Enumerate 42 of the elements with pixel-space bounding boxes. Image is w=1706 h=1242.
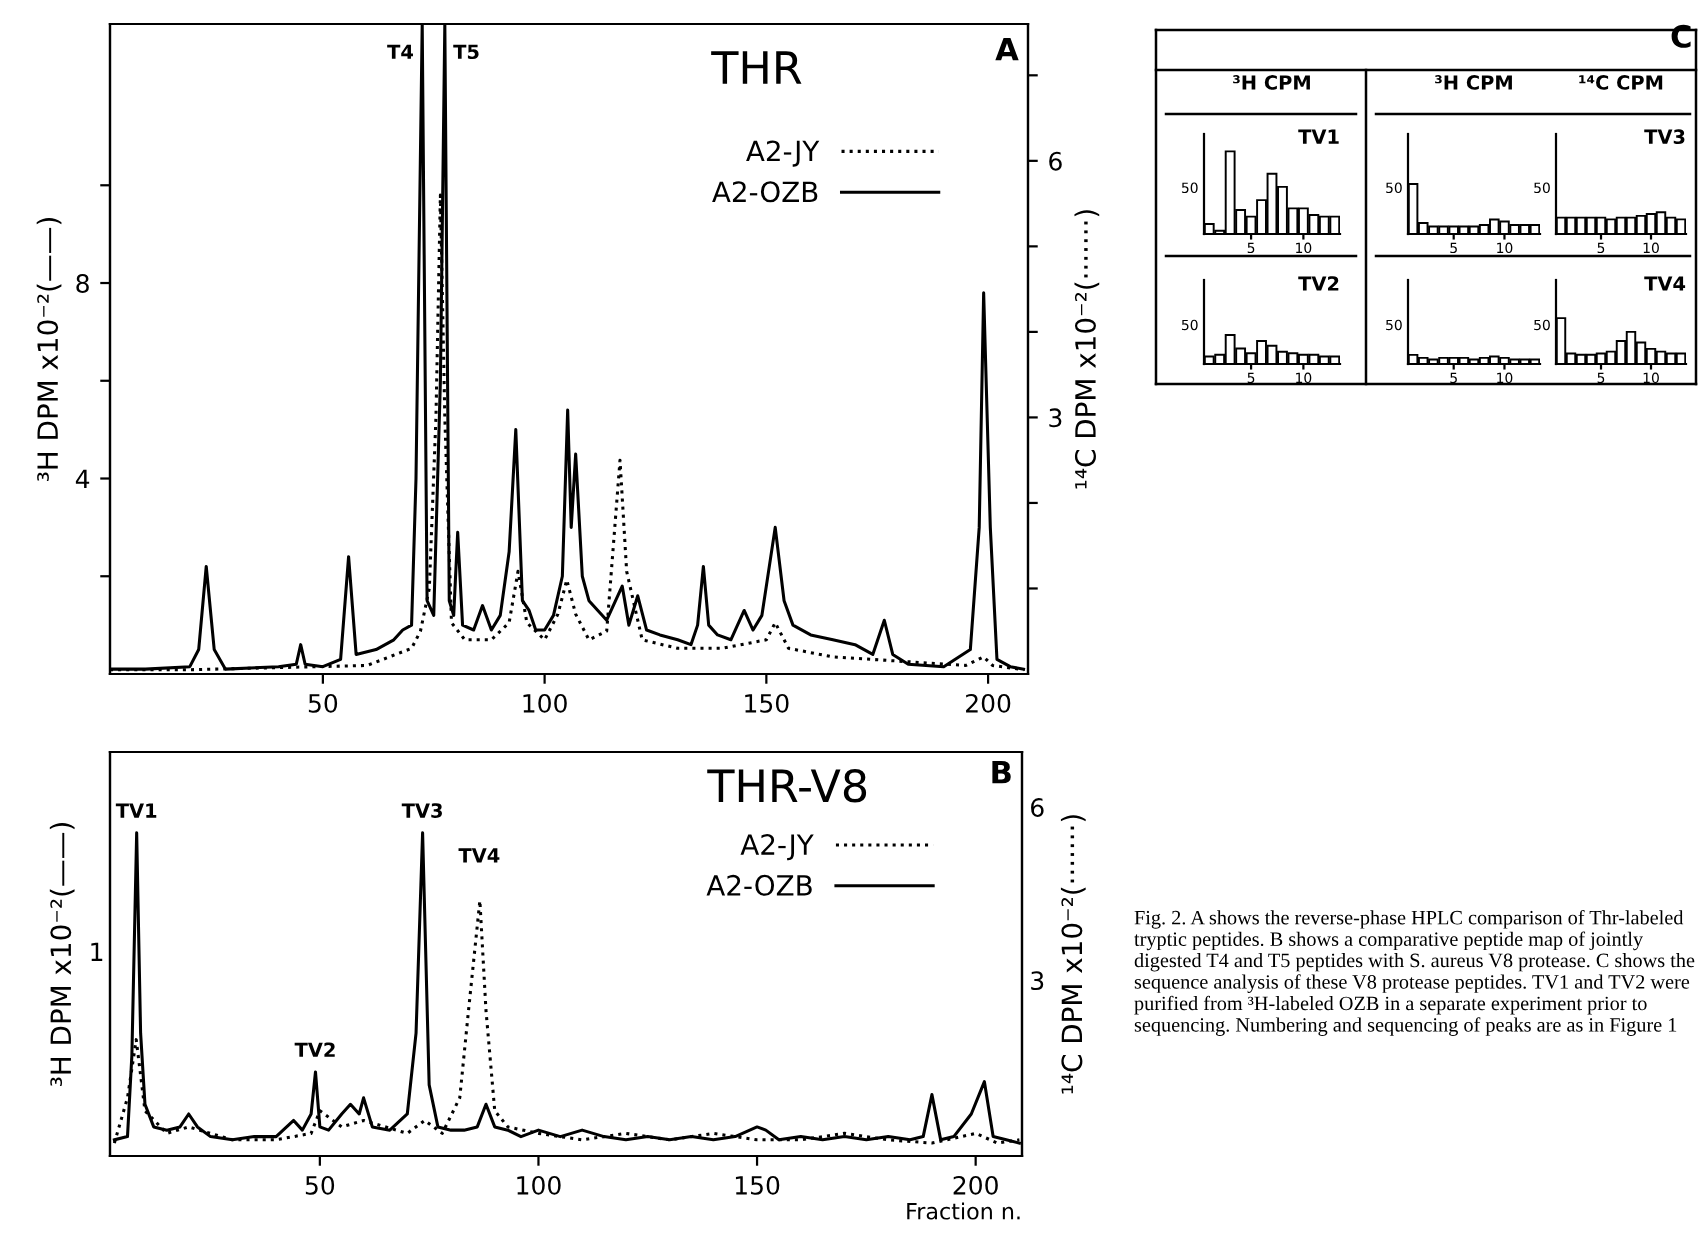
chart-title: ³H CPM <box>1435 75 1512 90</box>
annotation: T4 <box>387 44 413 59</box>
annotation: A <box>995 37 1019 61</box>
y2-tick-label: 3 <box>1049 408 1062 428</box>
annotation: TV4 <box>458 848 500 863</box>
text: 3 <box>1031 971 1044 991</box>
x-tick-label: 50 <box>305 1175 335 1195</box>
y2-axis-title: ¹⁴C DPM x10⁻²(·······) <box>1074 210 1100 489</box>
chart-title: THR <box>711 51 802 84</box>
x-tick-label: 100 <box>517 1175 561 1195</box>
y2-tick-label: 6 <box>1049 151 1062 171</box>
x-axis-title: Fraction n. <box>907 1202 1020 1220</box>
annotation: TV2 <box>294 1042 335 1057</box>
text: TV4 <box>1644 276 1686 291</box>
x-tick-label: 100 <box>523 693 567 713</box>
y2-axis-title: ¹⁴C DPM x10⁻²(·······) <box>1060 815 1086 1094</box>
chart-title: THR-V8 <box>707 768 867 803</box>
x-tick-label: 150 <box>745 693 789 713</box>
chart-title: ¹⁴C CPM <box>1579 75 1663 90</box>
x-tick-label: 50 <box>308 693 338 713</box>
y-tick-label: 8 <box>76 273 89 293</box>
legend-label: A2-JY <box>746 140 820 167</box>
text: TV3 <box>1644 129 1685 145</box>
x-tick-label: 200 <box>966 693 1011 713</box>
annotation: T5 <box>453 44 479 60</box>
annotation: TV3 <box>401 803 442 818</box>
x-tick-label: 200 <box>953 1175 998 1195</box>
chart-title: ³H CPM <box>1233 75 1310 90</box>
text: 1 <box>91 942 103 961</box>
text: 6 <box>1031 798 1044 817</box>
legend-label: A2-OZB <box>712 181 818 203</box>
legend-label: A2-JY <box>740 834 814 861</box>
x-tick-label: 150 <box>735 1175 780 1195</box>
y-axis-title: ³H DPM x10⁻²(——) <box>36 218 62 481</box>
caption: Fig. 2. A shows the reverse-phase HPLC comparison of Thr-labeled tryptic peptides. B shows a comparative peptide map of jointly digested T4 and T5 peptides with S. aureus V8 protease. C shows the sequence analysis of these V8 protease peptides. TV1 and TV2 were purified from ³H-labeled OZB in a separate experiment prior to sequencing. Numbering and sequencing of peaks are as in Figure 1 <box>1134 910 1695 1036</box>
text: TV1 <box>1298 129 1339 144</box>
annotation: TV1 <box>115 803 157 818</box>
y-axis-title: ³H DPM x10⁻²(——) <box>49 823 75 1086</box>
legend-label: A2-OZB <box>706 874 812 896</box>
text: B <box>992 761 1011 784</box>
y-tick-label: 4 <box>75 469 90 489</box>
text: TV2 <box>1298 276 1339 291</box>
